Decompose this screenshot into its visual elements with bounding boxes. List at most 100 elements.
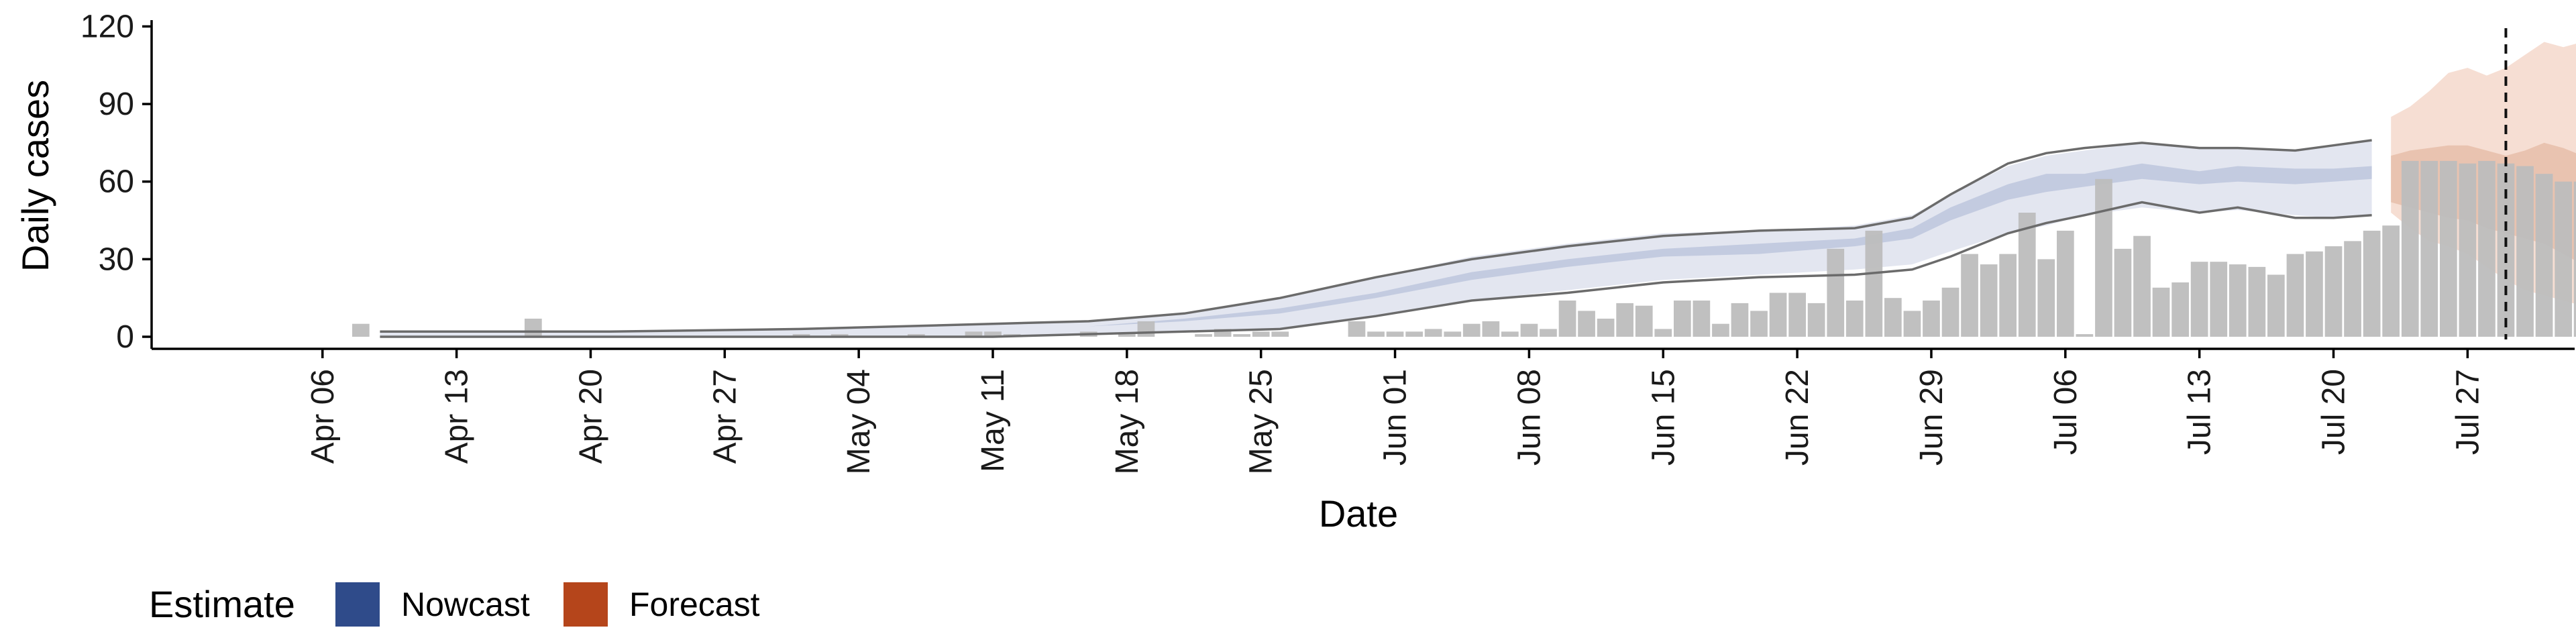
case-bar	[2018, 213, 2036, 337]
case-bar	[1807, 303, 1825, 337]
x-tick-label: Jun 22	[1780, 369, 1815, 466]
case-bar	[1578, 311, 1595, 337]
case-bar	[1252, 331, 1270, 337]
case-bar	[1769, 292, 1787, 337]
x-tick-label: May 18	[1110, 369, 1145, 474]
y-tick-label: 0	[116, 319, 134, 355]
case-bar	[2306, 251, 2323, 337]
case-bar	[908, 334, 925, 337]
case-bar	[1654, 329, 1672, 337]
case-bar	[1214, 329, 1232, 337]
legend-swatch-nowcast	[335, 582, 380, 627]
case-bar	[352, 323, 370, 337]
case-bar	[2248, 266, 2266, 337]
y-tick-label: 90	[99, 87, 134, 122]
case-bar	[2516, 166, 2534, 337]
case-bar	[2133, 235, 2151, 337]
x-tick-label: May 25	[1244, 369, 1279, 474]
case-bar	[1501, 331, 1519, 337]
y-tick-label: 120	[80, 9, 134, 44]
case-bar	[2344, 241, 2361, 337]
case-bar	[1980, 264, 1998, 337]
case-bar	[1444, 331, 1462, 337]
case-bar	[1118, 334, 1136, 337]
case-bar	[1845, 301, 1864, 337]
x-tick-label: May 04	[841, 369, 877, 474]
case-bar	[1674, 301, 1691, 337]
x-tick-label: Jul 20	[2316, 369, 2352, 455]
x-tick-label: Apr 06	[305, 369, 341, 464]
case-bar	[2229, 264, 2247, 337]
case-bar	[2114, 248, 2132, 337]
case-bar	[1865, 230, 1883, 337]
x-tick-label: Jul 13	[2182, 369, 2218, 455]
case-bar	[1884, 298, 1902, 337]
case-bar	[1462, 323, 1481, 337]
case-bar	[2171, 282, 2189, 337]
case-bar	[1616, 303, 1633, 337]
case-bar	[2286, 254, 2304, 337]
case-bar	[2057, 230, 2074, 337]
case-bar	[1195, 334, 1212, 337]
case-bar	[1731, 303, 1749, 337]
x-tick-label: Apr 20	[574, 369, 609, 464]
legend-title: Estimate	[149, 583, 295, 625]
case-bar	[2478, 160, 2496, 337]
case-bar	[1348, 321, 1366, 337]
case-bar	[1540, 329, 1557, 337]
case-bar	[1597, 319, 1615, 337]
legend-label-forecast: Forecast	[629, 586, 760, 623]
case-bar	[2267, 274, 2285, 337]
case-bar	[1558, 301, 1576, 337]
case-bar	[1271, 331, 1289, 337]
legend: Estimate Nowcast Forecast	[149, 582, 760, 627]
case-bar	[1424, 329, 1442, 337]
case-bar	[792, 334, 810, 337]
case-bar	[1367, 331, 1385, 337]
x-tick-label: Apr 27	[707, 369, 743, 464]
case-bar	[2382, 225, 2400, 337]
x-tick-label: Jul 06	[2048, 369, 2084, 455]
y-tick-label: 30	[99, 241, 134, 277]
case-bar	[1827, 248, 1845, 337]
case-bar	[2095, 178, 2112, 337]
case-bar	[2573, 181, 2576, 337]
case-bar	[525, 319, 542, 337]
case-bar	[1405, 331, 1423, 337]
case-bar	[965, 331, 983, 337]
case-bar	[2324, 246, 2343, 337]
case-bar	[1520, 323, 1538, 337]
case-bar	[2210, 262, 2228, 337]
case-bar	[2037, 259, 2055, 337]
nowcast-upper-line	[380, 139, 2372, 333]
case-bar	[2440, 160, 2457, 337]
x-tick-label: Jun 15	[1646, 369, 1681, 466]
case-bar	[1693, 301, 1711, 337]
estimate-ribbons	[380, 42, 2576, 337]
case-bar	[1788, 292, 1806, 337]
x-tick-label: Jun 01	[1378, 369, 1413, 466]
case-bar	[2459, 163, 2477, 337]
nowcast-lower-line	[380, 201, 2372, 338]
case-bar	[1923, 301, 1940, 337]
case-bar	[2152, 287, 2170, 337]
case-bar	[1961, 254, 1978, 337]
case-bar	[2076, 334, 2094, 337]
case-bar	[2555, 181, 2572, 337]
case-bar	[2363, 230, 2381, 337]
case-bar	[2535, 174, 2553, 337]
case-bar	[2190, 262, 2208, 337]
case-bar	[1233, 334, 1250, 337]
axes: 0 30 60 90 120 Apr 06 Apr 13 Apr 20 Apr 27 May 04…	[80, 9, 2575, 474]
nowcast-bound-lines	[380, 139, 2372, 338]
legend-label-nowcast: Nowcast	[401, 586, 530, 623]
x-tick-label: May 11	[975, 369, 1011, 472]
case-bar	[1941, 287, 1960, 337]
case-bar	[2401, 160, 2419, 337]
case-bar	[830, 334, 849, 337]
daily-case-bars	[352, 160, 2576, 337]
y-tick-label: 60	[99, 164, 134, 200]
case-bar	[1999, 254, 2017, 337]
legend-swatch-forecast	[564, 582, 608, 627]
